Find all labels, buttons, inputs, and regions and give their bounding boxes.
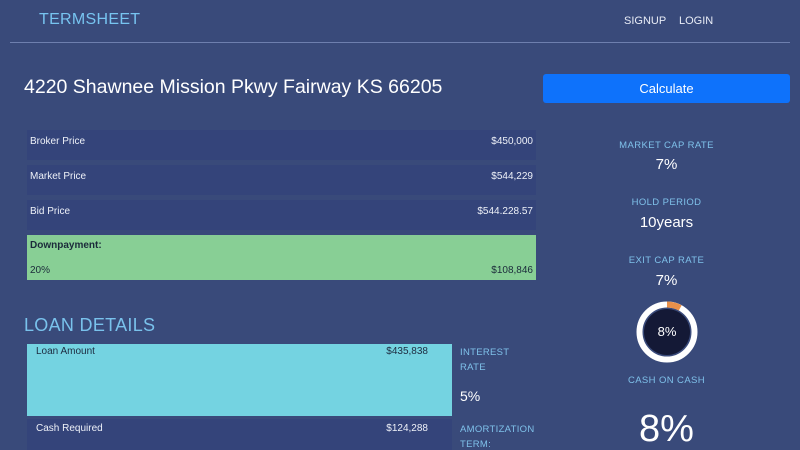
bid-price-label: Bid Price <box>30 206 71 217</box>
donut-center <box>644 309 690 355</box>
market-price-value: $544,229 <box>491 171 533 182</box>
hold-period-value: 10years <box>639 214 694 231</box>
brand-logo[interactable]: TERMSHEET <box>39 11 141 28</box>
cash-on-cash-label: CASH ON CASH <box>627 375 706 386</box>
login-link[interactable]: LOGIN <box>679 15 714 27</box>
cash-required-value: $124,288 <box>386 423 428 434</box>
cash-required-label: Cash Required <box>36 423 103 434</box>
interest-rate-label-line2: RATE <box>460 362 486 373</box>
signup-link[interactable]: SIGNUP <box>624 15 667 27</box>
exit-cap-rate-label: EXIT CAP RATE <box>628 255 705 266</box>
top-navbar: TERMSHEET SIGNUP LOGIN <box>10 0 790 43</box>
market-price-label: Market Price <box>30 171 87 182</box>
broker-price-row: Broker Price $450,000 <box>27 130 536 160</box>
market-price-row: Market Price $544,229 <box>27 165 536 195</box>
downpayment-panel: Downpayment: 20% $108,846 <box>27 235 536 280</box>
interest-rate-label-line1: INTEREST <box>460 347 510 358</box>
downpayment-label: Downpayment: <box>30 240 102 251</box>
cash-on-cash-donut-chart <box>636 301 698 363</box>
cash-on-cash-value: 8% <box>639 408 694 450</box>
hold-period-label: HOLD PERIOD <box>631 197 702 208</box>
loan-amount-row: Loan Amount $435,838 <box>27 344 452 416</box>
downpayment-percent: 20% <box>30 265 51 276</box>
amortization-label-line2: TERM: <box>460 439 492 450</box>
cash-required-row: Cash Required $124,288 <box>27 419 452 450</box>
property-address: 4220 Shawnee Mission Pkwy Fairway KS 662… <box>24 76 443 98</box>
donut-progress-arc <box>636 301 698 363</box>
bid-price-row: Bid Price $544.228.57 <box>27 200 536 230</box>
market-cap-rate-label: MARKET CAP RATE <box>619 140 714 151</box>
downpayment-amount: $108,846 <box>491 265 533 276</box>
broker-price-label: Broker Price <box>30 136 86 147</box>
interest-rate-value: 5% <box>460 388 481 404</box>
market-cap-rate-value: 7% <box>655 156 678 173</box>
loan-amount-value: $435,838 <box>386 346 428 357</box>
amortization-label-line1: AMORTIZATION <box>460 424 535 435</box>
exit-cap-rate-value: 7% <box>655 272 678 289</box>
donut-percent-text: 8% <box>657 324 677 339</box>
bid-price-value: $544.228.57 <box>477 206 533 217</box>
loan-details-heading: LOAN DETAILS <box>24 315 156 335</box>
broker-price-value: $450,000 <box>491 136 533 147</box>
loan-amount-label: Loan Amount <box>36 346 95 357</box>
calculate-button[interactable]: Calculate <box>543 74 790 103</box>
